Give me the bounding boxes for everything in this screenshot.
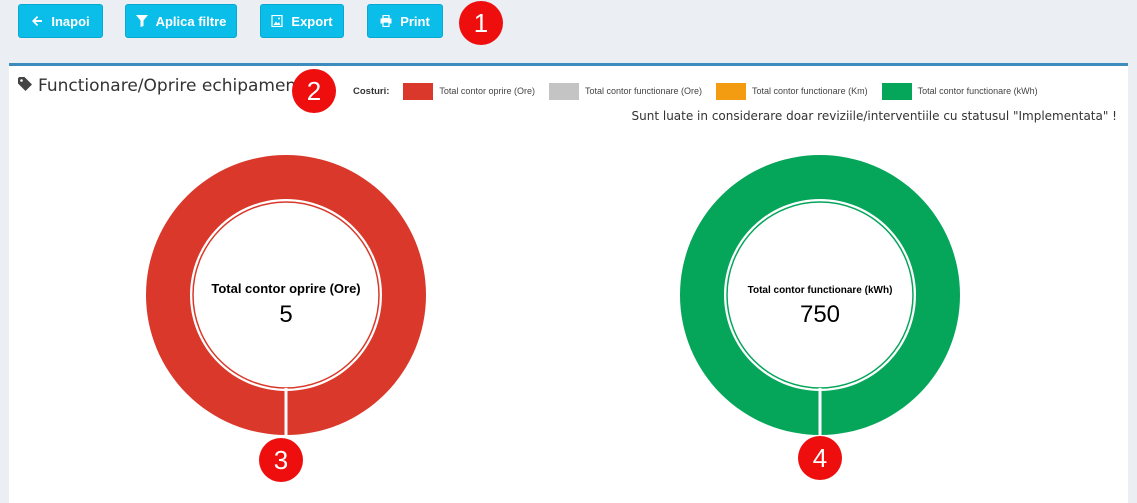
panel-title: Functionare/Oprire echipamente xyxy=(18,76,313,96)
legend-text: Total contor functionare (Km) xyxy=(752,86,868,96)
print-label: Print xyxy=(400,13,430,29)
donut-value: 750 xyxy=(800,301,840,328)
donut-chart-functionare: Total contor functionare (kWh) 750 xyxy=(680,155,960,435)
toolbar: Inapoi Aplica filtre Export Print xyxy=(0,0,1137,60)
back-button[interactable]: Inapoi xyxy=(18,4,103,38)
annotation-badge: 2 xyxy=(292,69,336,113)
annotation-badge: 4 xyxy=(798,436,842,480)
legend-text: Total contor functionare (kWh) xyxy=(917,86,1038,96)
legend-item[interactable]: Total contor functionare (Km) xyxy=(716,82,868,100)
apply-filters-button[interactable]: Aplica filtre xyxy=(125,4,237,38)
image-file-icon xyxy=(271,15,284,27)
legend-swatch xyxy=(881,82,912,100)
donut-label: Total contor functionare (kWh) xyxy=(748,285,893,296)
arrow-left-icon xyxy=(31,15,43,27)
print-icon xyxy=(380,15,392,27)
legend-text: Total contor functionare (Ore) xyxy=(584,86,703,96)
tag-icon xyxy=(18,76,32,96)
print-button[interactable]: Print xyxy=(367,4,443,38)
legend: Costuri: Total contor oprire (Ore) Total… xyxy=(353,82,1052,100)
annotation-badge: 1 xyxy=(459,1,503,45)
legend-item[interactable]: Total contor functionare (kWh) xyxy=(881,82,1038,100)
panel-title-text: Functionare/Oprire echipamente xyxy=(38,76,314,96)
filter-icon xyxy=(135,15,148,27)
donut-chart-oprire: Total contor oprire (Ore) 5 xyxy=(146,155,426,435)
legend-text: Total contor oprire (Ore) xyxy=(439,86,535,96)
equipment-panel: Functionare/Oprire echipamente Costuri: … xyxy=(9,63,1128,503)
export-button[interactable]: Export xyxy=(260,4,344,38)
donut-value: 5 xyxy=(279,301,292,328)
back-label: Inapoi xyxy=(51,13,90,29)
legend-item[interactable]: Total contor oprire (Ore) xyxy=(403,82,535,100)
donut-hole xyxy=(724,199,916,391)
annotation-badge: 3 xyxy=(259,438,303,482)
status-note: Sunt luate in considerare doar reviziile… xyxy=(631,109,1117,123)
legend-swatch xyxy=(716,82,747,100)
legend-swatch xyxy=(403,82,434,100)
filter-label: Aplica filtre xyxy=(155,13,227,29)
legend-item[interactable]: Total contor functionare (Ore) xyxy=(548,82,703,100)
legend-label: Costuri: xyxy=(353,85,390,97)
donut-hole xyxy=(190,199,382,391)
donut-label: Total contor oprire (Ore) xyxy=(211,281,360,296)
export-label: Export xyxy=(291,13,333,29)
legend-swatch xyxy=(548,82,579,100)
